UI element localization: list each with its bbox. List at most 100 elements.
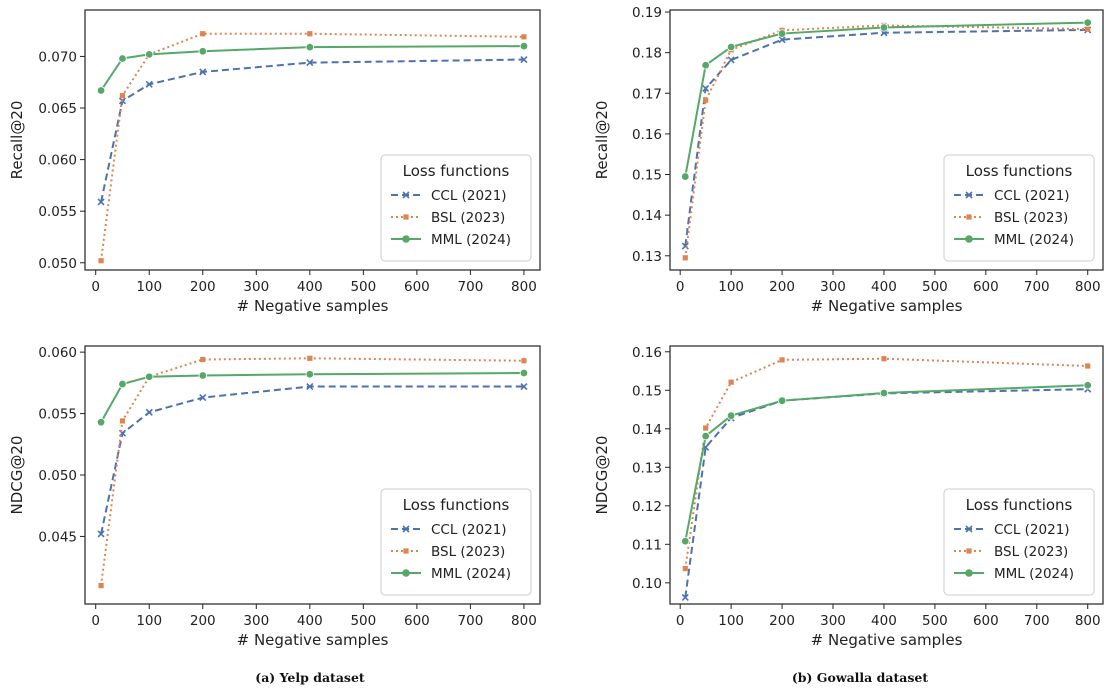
x-tick-label: 600	[973, 613, 999, 629]
legend-label: MML (2024)	[994, 566, 1074, 582]
data-point	[97, 530, 105, 538]
x-tick-label: 800	[511, 279, 537, 295]
y-tick-label: 0.19	[632, 5, 662, 21]
data-point	[119, 93, 126, 99]
y-axis-label: Recall@20	[593, 101, 611, 180]
legend-marker	[403, 214, 409, 220]
legend-marker	[966, 214, 972, 220]
plot-frame	[669, 345, 1104, 605]
x-tick-label: 200	[190, 613, 216, 629]
series-line-1	[100, 32, 524, 261]
legend-title: Loss functions	[403, 162, 510, 180]
y-tick-label: 0.17	[632, 86, 662, 102]
x-tick-label: 400	[297, 613, 323, 629]
data-point	[521, 358, 527, 364]
data-point	[1085, 26, 1091, 32]
data-point	[703, 425, 709, 431]
data-point	[305, 42, 315, 52]
data-point	[726, 411, 736, 420]
x-tick-label: 0	[676, 613, 685, 629]
data-point	[198, 47, 207, 56]
data-point	[701, 61, 710, 70]
legend-marker	[966, 548, 972, 554]
legend-marker	[965, 235, 973, 243]
data-point	[198, 371, 207, 380]
legend-marker	[965, 569, 973, 577]
x-tick-label: 200	[769, 279, 795, 295]
x-tick-label: 0	[676, 279, 685, 295]
plot-frame	[84, 345, 541, 605]
legend-box	[380, 488, 532, 596]
chart-yelp-recall: 0.050 0.055 0.060 0.065 0.070 0 100 200 300 400 50…	[8, 9, 541, 315]
y-axis-label: NDCG@20	[593, 436, 611, 515]
series-line-0	[100, 385, 524, 535]
x-tick-label: 100	[136, 613, 162, 629]
series-line-1	[684, 357, 1088, 569]
chart-gowalla-ndcg: 0.10 0.11 0.12 0.13 0.14 0.15 0.16 0 100 200 300 40…	[593, 345, 1104, 649]
x-tick-label: 200	[190, 279, 216, 295]
y-axis-label: NDCG@20	[8, 436, 26, 515]
y-tick-label: 0.16	[632, 127, 662, 143]
legend-label: BSL (2023)	[431, 210, 505, 226]
data-point	[701, 431, 710, 441]
y-tick-label: 0.13	[632, 460, 662, 476]
x-tick-label: 500	[350, 279, 376, 295]
x-tick-label: 100	[718, 613, 744, 629]
data-point	[521, 34, 527, 40]
x-tick-label: 400	[871, 613, 897, 629]
data-point	[682, 255, 688, 261]
data-point	[1083, 18, 1092, 27]
data-point	[118, 379, 127, 389]
x-tick-label: 300	[820, 613, 846, 629]
plot-frame	[669, 9, 1104, 271]
y-axis-label: Recall@20	[8, 101, 26, 180]
x-tick-label: 100	[136, 279, 162, 295]
data-point	[702, 84, 710, 92]
y-tick-label: 0.10	[632, 576, 662, 592]
y-tick-label: 0.060	[38, 345, 77, 361]
y-tick-label: 0.045	[38, 529, 77, 545]
y-tick-label: 0.13	[632, 249, 662, 265]
chart-gowalla-recall: 0.13 0.14 0.15 0.16 0.17 0.18 0.19 0 100 200 300 40…	[593, 5, 1104, 315]
x-tick-label: 100	[718, 279, 744, 295]
data-point	[520, 382, 528, 391]
data-point	[307, 355, 313, 361]
legend-label: CCL (2021)	[431, 188, 507, 204]
caption-gowalla: (b) Gowalla dataset	[791, 670, 929, 685]
x-tick-label: 700	[458, 613, 484, 629]
data-point	[118, 54, 127, 63]
data-point	[200, 31, 206, 37]
data-point	[199, 68, 207, 76]
legend-title: Loss functions	[403, 496, 510, 514]
y-tick-label: 0.16	[632, 345, 662, 361]
x-tick-label: 0	[91, 613, 100, 629]
data-point	[199, 394, 207, 402]
data-point	[881, 356, 887, 362]
x-tick-label: 200	[769, 613, 795, 629]
legend-label: BSL (2023)	[994, 544, 1068, 560]
data-point	[145, 80, 153, 88]
x-axis-label: # Negative samples	[811, 631, 963, 649]
series-line-0	[100, 58, 524, 203]
y-tick-label: 0.060	[38, 153, 77, 169]
data-point	[305, 370, 315, 379]
legend-title: Loss functions	[966, 162, 1073, 180]
data-point	[145, 50, 154, 59]
x-tick-label: 300	[820, 279, 846, 295]
legend-label: CCL (2021)	[431, 522, 507, 538]
x-tick-label: 800	[511, 613, 537, 629]
x-tick-label: 700	[1024, 613, 1050, 629]
series-line-0	[684, 28, 1088, 247]
x-axis-label: # Negative samples	[237, 631, 389, 649]
x-tick-label: 700	[1024, 279, 1050, 295]
series-line-2	[684, 21, 1088, 177]
data-point	[145, 372, 154, 381]
legend-label: MML (2024)	[431, 566, 511, 582]
y-tick-label: 0.050	[38, 256, 77, 272]
data-point	[519, 368, 529, 378]
data-point	[306, 382, 314, 391]
x-axis-label: # Negative samples	[811, 297, 963, 315]
y-tick-label: 0.055	[38, 407, 77, 423]
y-tick-label: 0.14	[632, 208, 662, 224]
chart-yelp-ndcg: 0.045 0.050 0.055 0.060 0 100 200 300 400 500 600 7…	[8, 345, 541, 649]
